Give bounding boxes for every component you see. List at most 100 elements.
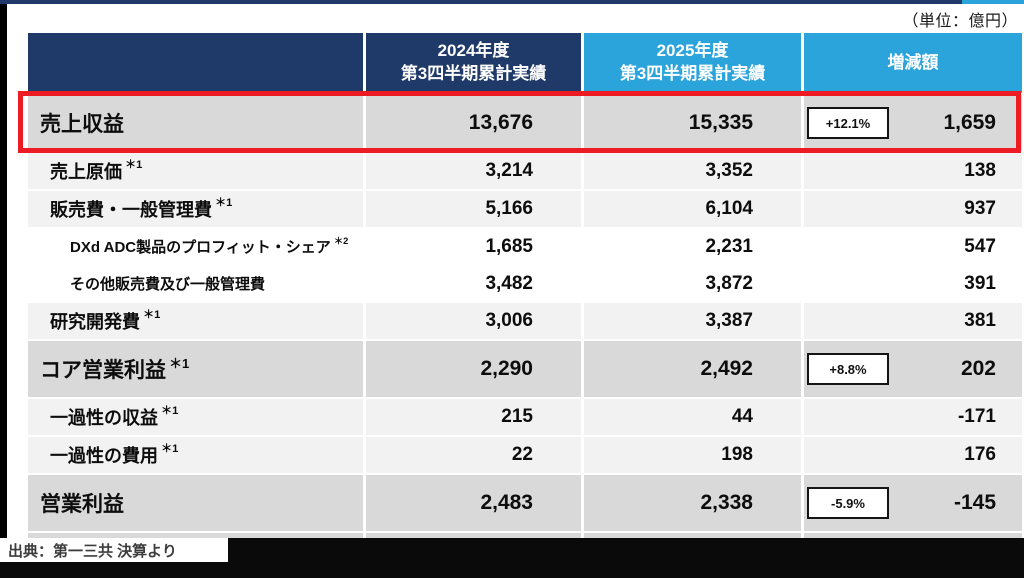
row-one-time-income: 一過性の収益 ＊1 215 44 -171 bbox=[28, 399, 1022, 435]
edge-cell bbox=[366, 533, 581, 538]
value-2024: 215 bbox=[366, 399, 581, 435]
row-label-cell: 研究開発費 ＊1 bbox=[28, 303, 363, 339]
change-cell: +12.1% 1,659 bbox=[804, 95, 1022, 151]
row-label: 研究開発費 bbox=[50, 312, 140, 332]
table-bottom-edge bbox=[28, 533, 1022, 538]
row-label: 売上収益 bbox=[40, 113, 124, 136]
row-sga: 販売費・一般管理費 ＊1 5,166 6,104 937 bbox=[28, 191, 1022, 227]
change-cell: 937 bbox=[804, 191, 1022, 227]
value-2025: 2,492 bbox=[584, 341, 801, 397]
value-2024-text: 1,685 bbox=[485, 235, 533, 257]
header-col-items bbox=[28, 33, 363, 93]
value-2024: 3,482 bbox=[366, 266, 581, 301]
row-label-cell: コア営業利益 ＊1 bbox=[28, 341, 363, 397]
value-2024-text: 5,166 bbox=[485, 198, 533, 219]
row-label: 一過性の費用 bbox=[50, 446, 158, 466]
value-2025: 2,338 bbox=[584, 475, 801, 531]
value-2025: 3,387 bbox=[584, 303, 801, 339]
top-accent-bar bbox=[0, 0, 1024, 4]
change-cell: 381 bbox=[804, 303, 1022, 339]
row-core-operating-profit: コア営業利益 ＊1 2,290 2,492 +8.8% 202 bbox=[28, 341, 1022, 397]
change-cell: 138 bbox=[804, 153, 1022, 189]
row-label: 一過性の収益 bbox=[50, 408, 158, 428]
change-value: 1,659 bbox=[943, 111, 996, 134]
value-2025: 198 bbox=[584, 437, 801, 473]
value-2024-text: 22 bbox=[511, 444, 533, 465]
value-2024: 2,483 bbox=[366, 475, 581, 531]
row-note: ＊1 bbox=[143, 309, 161, 321]
value-2024-text: 13,676 bbox=[468, 111, 533, 134]
value-2025-text: 2,492 bbox=[700, 357, 753, 380]
row-note: ＊1 bbox=[169, 355, 190, 371]
row-label-cell: DXd ADC製品のプロフィット・シェア ＊2 bbox=[28, 229, 363, 264]
row-cogs: 売上原価 ＊1 3,214 3,352 138 bbox=[28, 153, 1022, 189]
row-note: ＊1 bbox=[161, 405, 179, 417]
value-2024-text: 3,214 bbox=[485, 160, 533, 181]
value-2025-text: 2,338 bbox=[700, 491, 753, 514]
row-label: 営業利益 bbox=[40, 493, 124, 516]
value-2024: 2,290 bbox=[366, 341, 581, 397]
row-label: DXd ADC製品のプロフィット・シェア bbox=[70, 239, 331, 256]
value-2024-text: 2,483 bbox=[480, 491, 533, 514]
pct-badge: +8.8% bbox=[807, 353, 889, 385]
header-2025-line2: 第3四半期累計実績 bbox=[619, 64, 766, 83]
row-label-cell: 販売費・一般管理費 ＊1 bbox=[28, 191, 363, 227]
row-label: その他販売費及び一般管理費 bbox=[70, 276, 266, 293]
value-2024: 1,685 bbox=[366, 229, 581, 264]
value-2025: 6,104 bbox=[584, 191, 801, 227]
value-2025: 3,872 bbox=[584, 266, 801, 301]
row-label-cell: 売上原価 ＊1 bbox=[28, 153, 363, 189]
change-value: -171 bbox=[957, 406, 996, 427]
top-accent-highlight bbox=[962, 0, 1024, 4]
value-2025-text: 3,387 bbox=[705, 310, 753, 331]
row-one-time-expense: 一過性の費用 ＊1 22 198 176 bbox=[28, 437, 1022, 473]
value-2024: 3,006 bbox=[366, 303, 581, 339]
header-2024-line1: 2024年度 bbox=[437, 41, 510, 61]
value-2024-text: 3,006 bbox=[485, 310, 533, 331]
value-2025-text: 3,352 bbox=[705, 160, 753, 181]
row-label-cell: 一過性の収益 ＊1 bbox=[28, 399, 363, 435]
value-2024-text: 3,482 bbox=[485, 272, 533, 294]
row-revenue: 売上収益 13,676 15,335 +12.1% 1,659 bbox=[28, 95, 1022, 151]
value-2025: 3,352 bbox=[584, 153, 801, 189]
row-other-sga: その他販売費及び一般管理費 3,482 3,872 391 bbox=[28, 266, 1022, 301]
value-2025: 15,335 bbox=[584, 95, 801, 151]
change-cell: 176 bbox=[804, 437, 1022, 473]
change-value: 937 bbox=[964, 198, 996, 219]
value-2025-text: 44 bbox=[731, 406, 753, 427]
header-change-label: 増減額 bbox=[887, 52, 939, 72]
row-note: ＊2 bbox=[333, 235, 349, 246]
results-table: 2024年度 第3四半期累計実績 2025年度 第3四半期累計実績 増減額 売上… bbox=[28, 33, 1022, 538]
table-header-row: 2024年度 第3四半期累計実績 2025年度 第3四半期累計実績 増減額 bbox=[28, 33, 1022, 93]
value-2024: 13,676 bbox=[366, 95, 581, 151]
header-col-2024: 2024年度 第3四半期累計実績 bbox=[366, 33, 581, 93]
change-value: 202 bbox=[960, 357, 996, 380]
edge-cell bbox=[584, 533, 801, 538]
value-2024: 3,214 bbox=[366, 153, 581, 189]
row-label: コア営業利益 bbox=[40, 359, 166, 382]
value-2025-text: 2,231 bbox=[705, 235, 753, 257]
value-2025-text: 6,104 bbox=[705, 198, 753, 219]
row-dxd-profit-share: DXd ADC製品のプロフィット・シェア ＊2 1,685 2,231 547 bbox=[28, 229, 1022, 264]
header-2025-line1: 2025年度 bbox=[656, 41, 729, 61]
pct-badge: -5.9% bbox=[807, 487, 889, 519]
row-note: ＊1 bbox=[125, 159, 143, 171]
row-note: ＊1 bbox=[215, 197, 233, 209]
row-label: 販売費・一般管理費 bbox=[50, 200, 212, 220]
value-2025-text: 3,872 bbox=[705, 272, 753, 294]
value-2025-text: 15,335 bbox=[688, 111, 753, 134]
change-value: 381 bbox=[964, 310, 996, 331]
change-value: 547 bbox=[964, 235, 996, 257]
change-cell: -171 bbox=[804, 399, 1022, 435]
change-value: 176 bbox=[964, 444, 996, 465]
pct-badge: +12.1% bbox=[807, 107, 889, 139]
row-note: ＊1 bbox=[161, 443, 179, 455]
red-highlight-box bbox=[18, 91, 1021, 153]
row-label-cell: 営業利益 bbox=[28, 475, 363, 531]
row-operating-profit: 営業利益 2,483 2,338 -5.9% -145 bbox=[28, 475, 1022, 531]
value-2024: 5,166 bbox=[366, 191, 581, 227]
unit-label: （単位：億円） bbox=[902, 13, 1018, 30]
header-2024-line2: 第3四半期累計実績 bbox=[400, 64, 547, 83]
header-col-change: 増減額 bbox=[804, 33, 1022, 93]
